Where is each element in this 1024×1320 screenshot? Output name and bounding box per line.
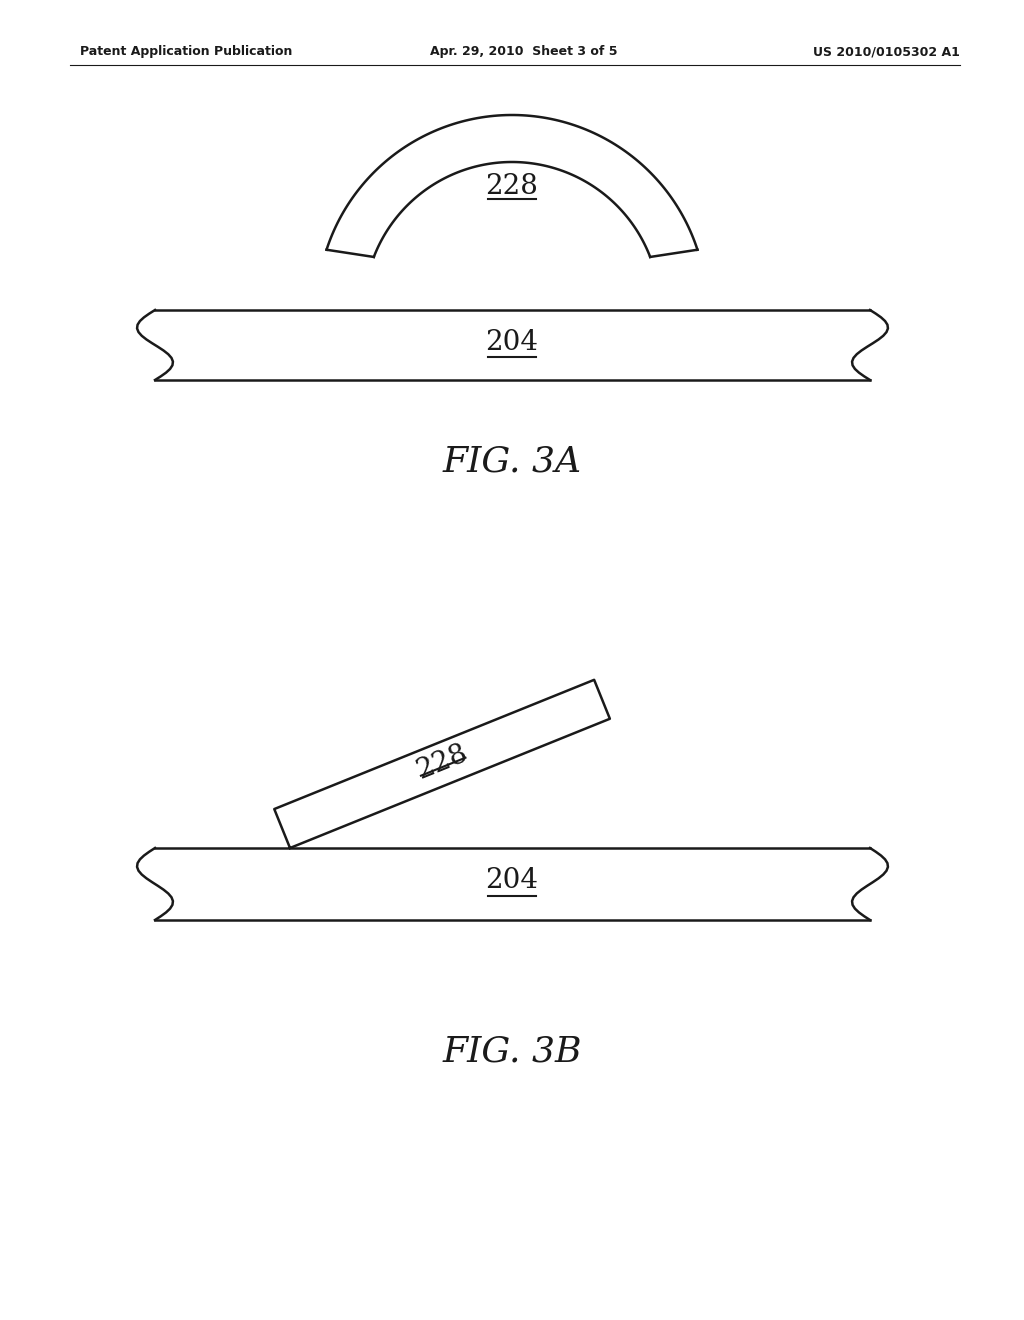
Text: Patent Application Publication: Patent Application Publication [80, 45, 293, 58]
Text: 228: 228 [413, 739, 472, 784]
Text: 204: 204 [485, 867, 539, 895]
Text: 204: 204 [485, 329, 539, 355]
Text: 228: 228 [485, 173, 539, 201]
Text: Apr. 29, 2010  Sheet 3 of 5: Apr. 29, 2010 Sheet 3 of 5 [430, 45, 617, 58]
Text: FIG. 3A: FIG. 3A [442, 445, 582, 479]
Text: US 2010/0105302 A1: US 2010/0105302 A1 [813, 45, 961, 58]
Text: FIG. 3B: FIG. 3B [442, 1035, 582, 1069]
